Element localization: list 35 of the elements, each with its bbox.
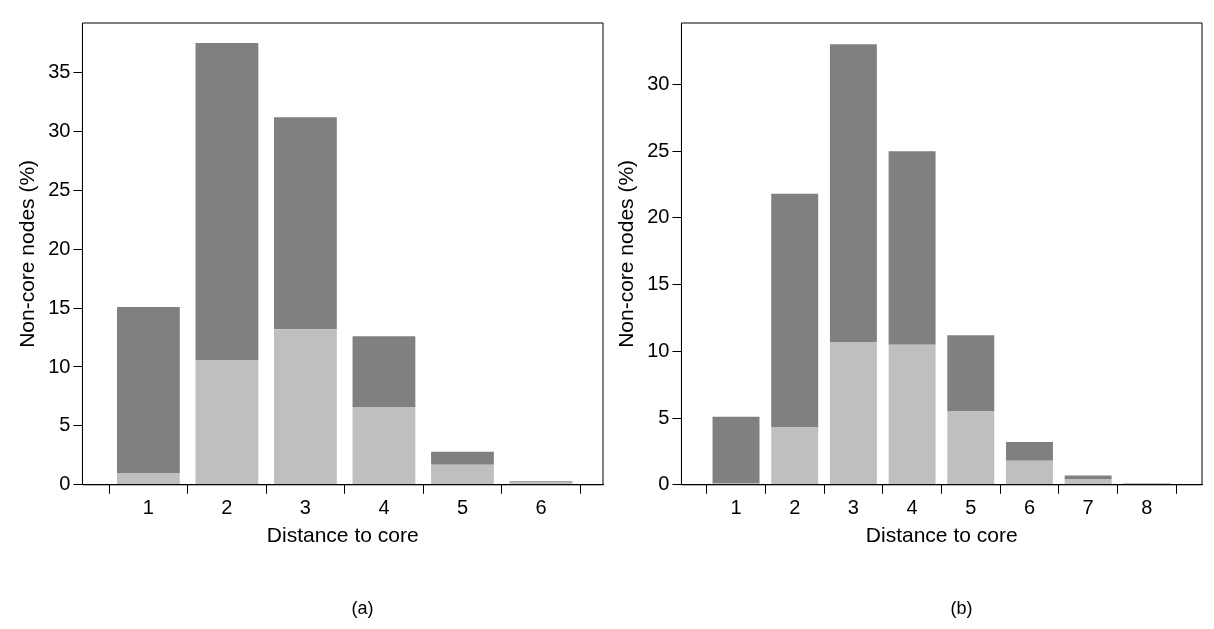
x-axis-title: Distance to core [865, 523, 1018, 547]
y-tick-label: 15 [48, 295, 71, 318]
y-tick-label: 35 [48, 59, 71, 82]
x-tick-label: 3 [847, 496, 859, 519]
x-tick-label: 4 [378, 496, 390, 519]
x-axis-title: Distance to core [266, 523, 419, 547]
x-tick-label: 6 [1023, 496, 1036, 519]
text: (b) [949, 598, 974, 619]
x-tick-label: 3 [299, 496, 311, 519]
x-tick-label: 5 [965, 496, 977, 519]
y-tick-label: 30 [647, 71, 670, 94]
y-tick-label: 15 [647, 272, 670, 295]
y-tick-label: 10 [647, 338, 670, 361]
y-tick-label: 20 [48, 236, 71, 259]
text: (a) [350, 598, 375, 619]
y-tick-label: 5 [658, 405, 670, 428]
y-tick-label: 25 [48, 177, 71, 200]
y-tick-label: 25 [647, 138, 670, 161]
x-tick-label: 8 [1141, 496, 1153, 519]
x-tick-label: 1 [142, 496, 154, 519]
x-tick-label: 7 [1082, 496, 1094, 519]
y-tick-label: 5 [59, 413, 71, 436]
x-tick-label: 2 [221, 496, 233, 519]
y-tick-label: 0 [658, 472, 670, 495]
x-tick-label: 4 [906, 496, 918, 519]
x-tick-label: 1 [730, 496, 742, 519]
x-tick-label: 6 [535, 496, 547, 519]
x-tick-label: 5 [456, 496, 469, 519]
y-tick-label: 10 [48, 354, 71, 377]
x-tick-label: 2 [789, 496, 801, 519]
y-axis-title: Non-core nodes (%) [614, 159, 638, 348]
y-tick-label: 0 [59, 472, 71, 495]
y-tick-label: 20 [647, 205, 670, 228]
y-axis-title: Non-core nodes (%) [15, 159, 39, 348]
y-tick-label: 30 [48, 118, 71, 141]
